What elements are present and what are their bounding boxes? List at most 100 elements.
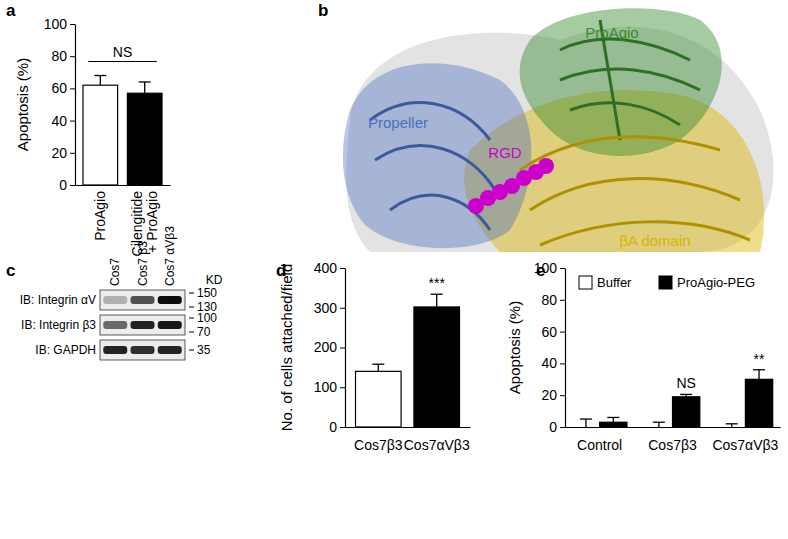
y-axis: 020406080100 <box>44 16 76 193</box>
tick-label-line: ProAgio <box>92 191 108 241</box>
axis-line <box>565 269 566 428</box>
tick: 100 <box>534 260 565 276</box>
tick: 20 <box>541 387 565 403</box>
tick-mark <box>560 427 565 428</box>
tick: ProAgio <box>92 185 108 241</box>
error-bar <box>580 419 592 427</box>
structure-label: RGD <box>488 144 522 161</box>
ribbon <box>530 179 740 210</box>
unit-label: KD <box>206 273 223 287</box>
chart: 0100200300400Cos7β3Cos7αVβ3No. of cells … <box>278 260 471 453</box>
tick-mark <box>560 268 565 269</box>
tick-label: 0 <box>59 177 67 193</box>
error-bar <box>607 417 619 422</box>
band <box>158 321 182 329</box>
tick-label: ProAgio <box>92 191 108 241</box>
tick-mark <box>340 427 345 428</box>
tick-label: 80 <box>541 292 557 308</box>
tick-mark <box>70 185 75 186</box>
tick-label: 100 <box>534 260 558 276</box>
tick-label: 0 <box>329 419 337 435</box>
error-bar <box>372 364 384 371</box>
error-cap <box>726 423 738 424</box>
lane-label: Cos7 β3 <box>136 241 150 286</box>
y-axis: 0100200300400 <box>314 260 346 435</box>
tick-label: 40 <box>541 355 557 371</box>
tick-label: Cos7αVβ3 <box>712 437 778 453</box>
tick-mark <box>70 121 75 122</box>
chart: 020406080100ControlCos7β3Cos7αVβ3Apoptos… <box>506 260 781 453</box>
proagio-domain <box>520 8 722 156</box>
tick: Control <box>577 427 622 453</box>
significance-bracket <box>88 61 156 62</box>
tick: Cos7β3 <box>354 427 403 453</box>
blot-strip <box>100 340 185 360</box>
tick: 200 <box>314 339 345 355</box>
error-cap <box>607 417 619 418</box>
tick: 300 <box>314 300 345 316</box>
ribbon <box>375 146 495 190</box>
error-bar <box>726 424 738 427</box>
bar <box>356 371 402 427</box>
error-stem <box>378 364 379 371</box>
error-stem <box>144 82 145 93</box>
tick-mark <box>560 363 565 364</box>
axis-line <box>566 427 781 428</box>
error-stem <box>758 370 759 380</box>
bar <box>127 93 162 185</box>
tick: 0 <box>329 419 345 435</box>
tick-mark <box>340 268 345 269</box>
tick-label: 200 <box>314 339 338 355</box>
tick-mark <box>70 24 75 25</box>
blot-strip <box>100 290 185 310</box>
row-label: IB: Integrin β3 <box>21 318 96 332</box>
tick-label: 300 <box>314 300 338 316</box>
tick: 60 <box>51 80 75 96</box>
structure-label: Propeller <box>368 114 428 131</box>
band <box>158 296 182 304</box>
tick: 40 <box>51 113 75 129</box>
tick: 60 <box>541 324 565 340</box>
tick-label: Cos7β3 <box>648 437 697 453</box>
tick-mark <box>340 308 345 309</box>
row-label: IB: GAPDH <box>35 343 96 357</box>
lane-label: Cos7 αVβ3 <box>163 226 177 286</box>
tick-mark <box>340 348 345 349</box>
rgd-atom <box>538 158 554 174</box>
tick-label: 40 <box>51 113 67 129</box>
tick: 80 <box>51 48 75 64</box>
error-cap <box>753 369 765 370</box>
error-bar <box>139 82 151 93</box>
error-cap <box>94 75 106 76</box>
error-cap <box>680 394 692 395</box>
tick-label: 20 <box>51 145 67 161</box>
error-cap <box>580 418 592 419</box>
annotation: NS <box>113 44 132 60</box>
marker-label: 100 <box>197 311 217 325</box>
error-cap <box>372 364 384 365</box>
error-stem <box>436 294 437 307</box>
tick-label: Control <box>577 437 622 453</box>
tick-mark <box>70 153 75 154</box>
structure-label: ProAgio <box>585 24 638 41</box>
ribbon <box>560 69 700 90</box>
error-bar <box>94 76 106 86</box>
legend-swatch <box>579 276 592 289</box>
legend-label: ProAgio-PEG <box>677 275 755 290</box>
plot-area <box>83 76 162 185</box>
tick-label: Cos7αVβ3 <box>404 437 470 453</box>
lane-label: Cos7 <box>108 258 122 286</box>
ribbon <box>560 39 690 60</box>
tick-label: 0 <box>549 419 557 435</box>
legend-label: Buffer <box>597 275 632 290</box>
tick-label: 60 <box>51 80 67 96</box>
x-axis: Control Cos7β3 Cos7αVβ3 <box>566 427 781 453</box>
legend-swatch <box>659 276 672 289</box>
panel-label: b <box>318 1 328 20</box>
annotation: NS <box>676 375 695 391</box>
panel-label: a <box>6 1 16 20</box>
tick: Cos7αVβ3 <box>404 427 470 453</box>
plot-area <box>356 294 460 427</box>
bar <box>414 307 460 427</box>
band <box>131 321 155 329</box>
